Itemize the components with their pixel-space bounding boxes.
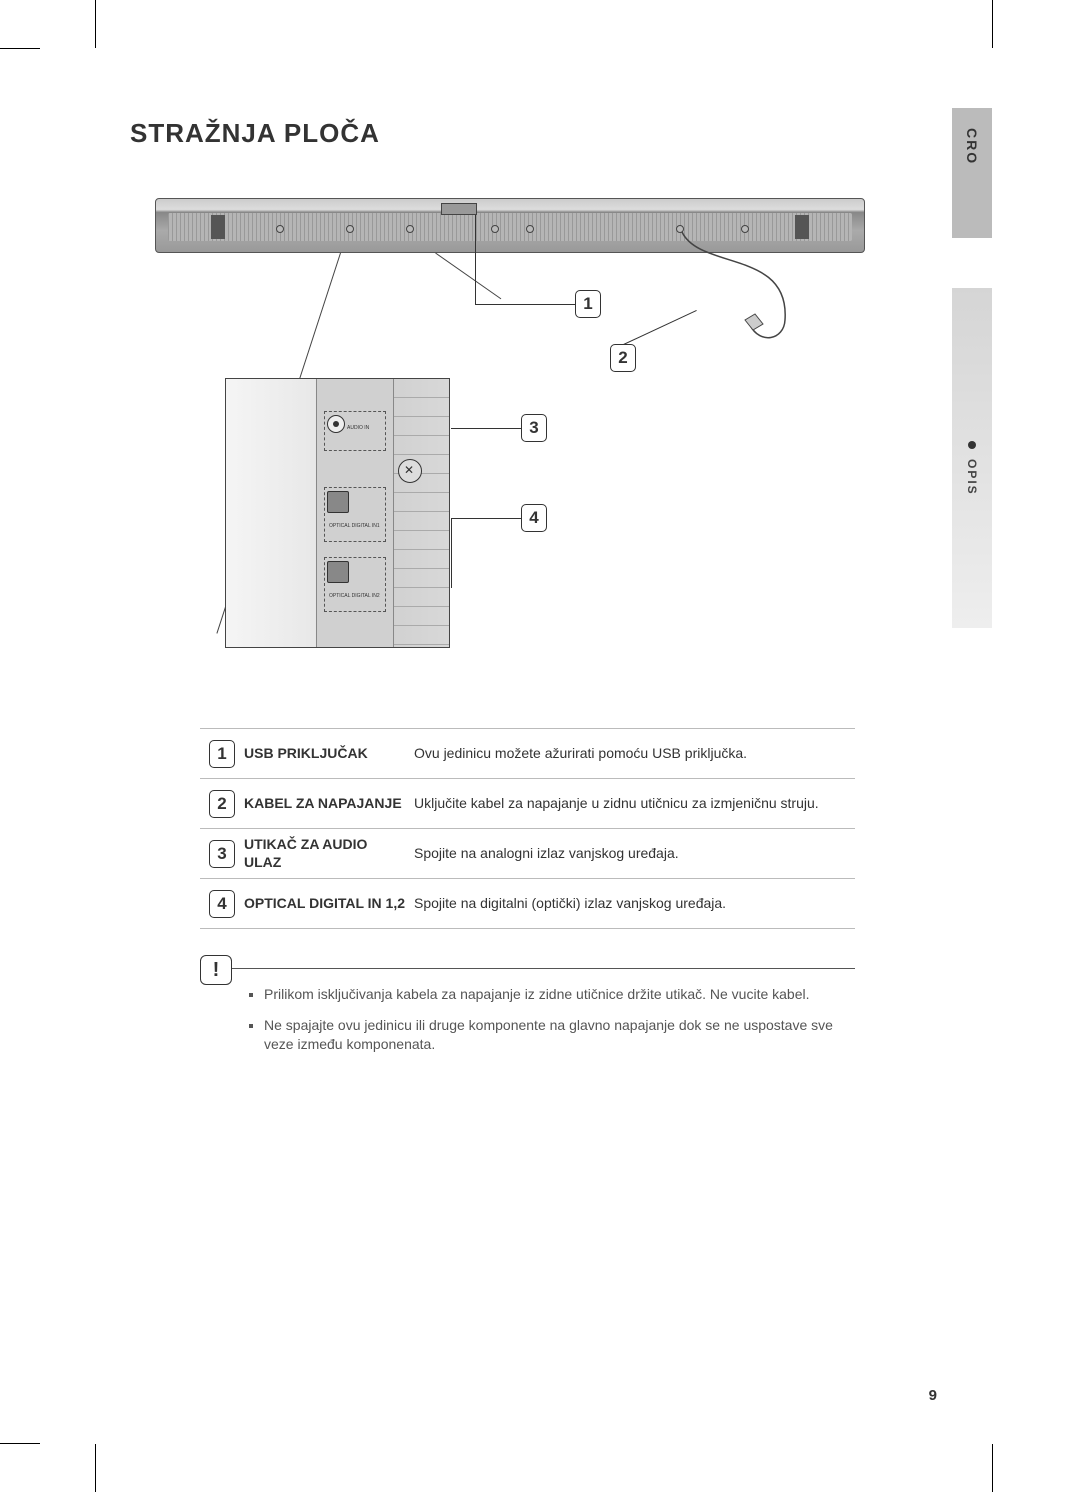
port-description-table: 1 USB PRIKLJUČAK Ovu jedinicu možete ažu… <box>200 728 855 929</box>
screw-icon <box>491 225 499 233</box>
row-label: UTIKAČ ZA AUDIO ULAZ <box>244 836 414 871</box>
row-description: Spojite na digitalni (optički) izlaz van… <box>414 894 855 912</box>
row-label: USB PRIKLJUČAK <box>244 745 414 763</box>
crop-mark <box>0 48 40 49</box>
screw-icon <box>526 225 534 233</box>
screw-icon <box>676 225 684 233</box>
page-number: 9 <box>929 1387 937 1404</box>
note-list: Prilikom isključivanja kabela za napajan… <box>246 985 855 1066</box>
caution-icon: ! <box>200 955 232 985</box>
panel-lines <box>394 379 449 647</box>
screw-icon <box>276 225 284 233</box>
table-row: 3 UTIKAČ ZA AUDIO ULAZ Spojite na analog… <box>200 829 855 879</box>
note-item: Prilikom isključivanja kabela za napajan… <box>264 985 855 1004</box>
callout-line <box>475 304 575 305</box>
table-row: 1 USB PRIKLJUČAK Ovu jedinicu možete ažu… <box>200 729 855 779</box>
port-label: OPTICAL DIGITAL IN1 <box>329 524 380 530</box>
screw-icon <box>398 459 422 483</box>
soundbar-foot <box>795 215 809 239</box>
row-description: Spojite na analogni izlaz vanjskog uređa… <box>414 844 855 862</box>
crop-mark <box>95 1444 96 1492</box>
callout-box: 2 <box>610 344 636 372</box>
callout-box: 4 <box>521 504 547 532</box>
side-tab-language: CRO <box>952 108 992 238</box>
rear-panel-diagram: AUDIO IN OPTICAL DIGITAL IN1 OPTICAL DIG… <box>155 188 875 658</box>
crop-mark <box>0 1443 40 1444</box>
side-tab-section-label: OPIS <box>965 459 979 496</box>
screw-icon <box>406 225 414 233</box>
callout-line <box>475 204 476 304</box>
screw-icon <box>741 225 749 233</box>
screw-icon <box>346 225 354 233</box>
callout-box: 1 <box>575 290 601 318</box>
callout-line <box>451 518 521 519</box>
bullet-icon <box>968 441 976 449</box>
soundbar-illustration <box>155 198 865 253</box>
row-number: 3 <box>209 840 235 868</box>
crop-mark <box>95 0 96 48</box>
caution-notes: ! Prilikom isključivanja kabela za napaj… <box>200 968 855 1066</box>
row-description: Uključite kabel za napajanje u zidnu uti… <box>414 794 855 812</box>
optical-in-2-port: OPTICAL DIGITAL IN2 <box>324 557 386 612</box>
callout-number: 2 <box>610 344 636 372</box>
callout-line <box>451 518 452 588</box>
callout-number: 1 <box>575 290 601 318</box>
row-number: 4 <box>209 890 235 918</box>
zoom-guide-line <box>435 253 501 300</box>
side-tab-section: OPIS <box>952 288 992 628</box>
row-description: Ovu jedinicu možete ažurirati pomoću USB… <box>414 744 855 762</box>
callout-box: 3 <box>521 414 547 442</box>
soundbar-foot <box>211 215 225 239</box>
usb-port-icon <box>441 203 477 215</box>
optical-in-1-port: OPTICAL DIGITAL IN1 <box>324 487 386 542</box>
crop-mark <box>992 1444 993 1492</box>
port-label: OPTICAL DIGITAL IN2 <box>329 594 380 600</box>
page-content: STRAŽNJA PLOČA CRO OPIS <box>95 48 992 1444</box>
note-item: Ne spajajte ovu jedinicu ili druge kompo… <box>264 1016 855 1054</box>
row-label: OPTICAL DIGITAL IN 1,2 <box>244 895 414 913</box>
table-row: 4 OPTICAL DIGITAL IN 1,2 Spojite na digi… <box>200 879 855 929</box>
row-number: 2 <box>209 790 235 818</box>
audio-in-port: AUDIO IN <box>324 411 386 451</box>
callout-number: 3 <box>521 414 547 442</box>
row-label: KABEL ZA NAPAJANJE <box>244 795 414 813</box>
row-number: 1 <box>209 740 235 768</box>
port-panel-zoom: AUDIO IN OPTICAL DIGITAL IN1 OPTICAL DIG… <box>225 378 450 648</box>
callout-line <box>451 428 521 429</box>
table-row: 2 KABEL ZA NAPAJANJE Uključite kabel za … <box>200 779 855 829</box>
callout-number: 4 <box>521 504 547 532</box>
side-tab-language-label: CRO <box>964 128 980 165</box>
page-title: STRAŽNJA PLOČA <box>130 118 380 149</box>
crop-mark <box>992 0 993 48</box>
port-label: AUDIO IN <box>347 426 369 432</box>
